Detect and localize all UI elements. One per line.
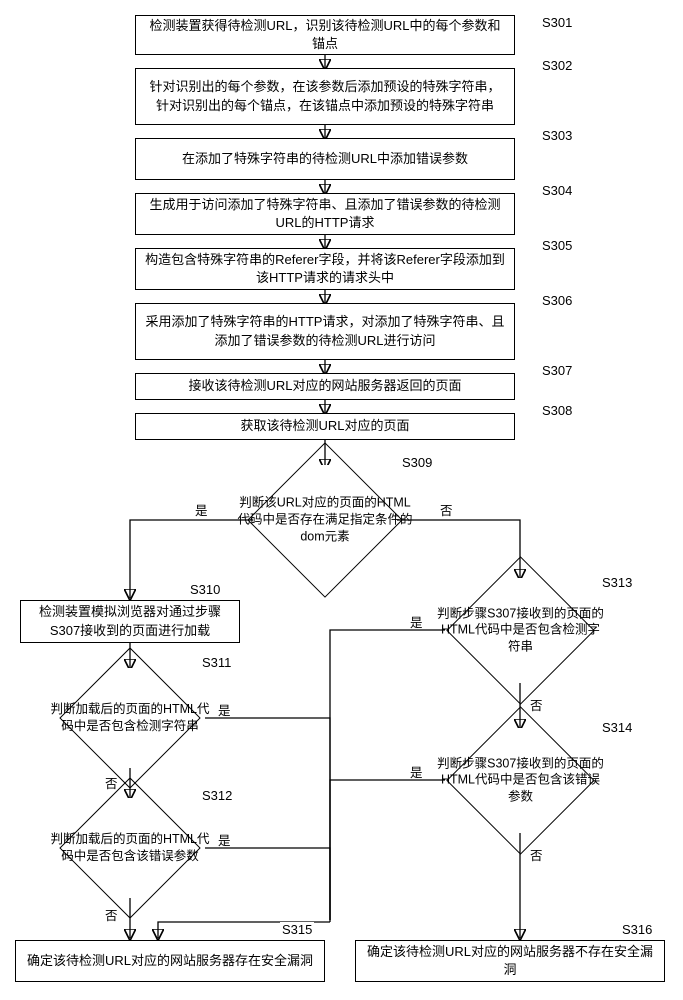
s314-no: 否 <box>530 845 543 864</box>
step-s308-text: 获取该待检测URL对应的页面 <box>240 417 409 435</box>
step-s314-text: 判断步骤S307接收到的页面的HTML代码中是否包含该错误参数 <box>437 755 605 806</box>
step-s316-label: S316 <box>620 922 654 937</box>
step-s311-diamond: 判断加载后的页面的HTML代码中是否包含检测字符串 <box>80 668 180 768</box>
step-s303-box: 在添加了特殊字符串的待检测URL中添加错误参数 <box>135 138 515 180</box>
step-s302-box: 针对识别出的每个参数，在该参数后添加预设的特殊字符串，针对识别出的每个锚点，在该… <box>135 68 515 125</box>
step-s305-text: 构造包含特殊字符串的Referer字段，并将该Referer字段添加到该HTTP… <box>144 251 506 287</box>
step-s301-label: S301 <box>540 15 574 30</box>
step-s309-label: S309 <box>400 455 434 470</box>
step-s305-label: S305 <box>540 238 574 253</box>
step-s311-text: 判断加载后的页面的HTML代码中是否包含检测字符串 <box>50 701 210 735</box>
step-s312-label: S312 <box>200 788 234 803</box>
step-s301-box: 检测装置获得待检测URL，识别该待检测URL中的每个参数和锚点 <box>135 15 515 55</box>
step-s316-box: 确定该待检测URL对应的网站服务器不存在安全漏洞 <box>355 940 665 982</box>
step-s306-text: 采用添加了特殊字符串的HTTP请求，对添加了特殊字符串、且添加了错误参数的待检测… <box>144 313 506 349</box>
step-s312-diamond: 判断加载后的页面的HTML代码中是否包含该错误参数 <box>80 798 180 898</box>
step-s309-diamond: 判断该URL对应的页面的HTML代码中是否存在满足指定条件的dom元素 <box>270 465 380 575</box>
s313-no: 否 <box>530 695 543 714</box>
step-s306-label: S306 <box>540 293 574 308</box>
step-s304-label: S304 <box>540 183 574 198</box>
step-s302-label: S302 <box>540 58 574 73</box>
step-s310-label: S310 <box>188 582 222 597</box>
step-s307-label: S307 <box>540 363 574 378</box>
step-s313-label: S313 <box>600 575 634 590</box>
step-s314-diamond: 判断步骤S307接收到的页面的HTML代码中是否包含该错误参数 <box>468 728 573 833</box>
step-s304-text: 生成用于访问添加了特殊字符串、且添加了错误参数的待检测URL的HTTP请求 <box>144 196 506 232</box>
step-s303-label: S303 <box>540 128 574 143</box>
step-s308-box: 获取该待检测URL对应的页面 <box>135 413 515 440</box>
s309-yes: 是 <box>195 500 208 519</box>
step-s316-text: 确定该待检测URL对应的网站服务器不存在安全漏洞 <box>364 943 656 979</box>
s314-yes: 是 <box>410 762 423 781</box>
step-s312-text: 判断加载后的页面的HTML代码中是否包含该错误参数 <box>50 831 210 865</box>
step-s307-text: 接收该待检测URL对应的网站服务器返回的页面 <box>188 377 461 395</box>
step-s308-label: S308 <box>540 403 574 418</box>
step-s311-label: S311 <box>200 655 233 670</box>
step-s301-text: 检测装置获得待检测URL，识别该待检测URL中的每个参数和锚点 <box>144 17 506 53</box>
step-s315-box: 确定该待检测URL对应的网站服务器存在安全漏洞 <box>15 940 325 982</box>
s313-yes: 是 <box>410 612 423 631</box>
s309-no: 否 <box>440 500 453 519</box>
step-s314-label: S314 <box>600 720 634 735</box>
s312-yes: 是 <box>218 830 231 849</box>
step-s306-box: 采用添加了特殊字符串的HTTP请求，对添加了特殊字符串、且添加了错误参数的待检测… <box>135 303 515 360</box>
step-s313-diamond: 判断步骤S307接收到的页面的HTML代码中是否包含检测字符串 <box>468 578 573 683</box>
s311-yes: 是 <box>218 700 231 719</box>
step-s313-text: 判断步骤S307接收到的页面的HTML代码中是否包含检测字符串 <box>437 605 605 656</box>
step-s309-text: 判断该URL对应的页面的HTML代码中是否存在满足指定条件的dom元素 <box>237 495 413 546</box>
step-s315-label: S315 <box>280 922 314 937</box>
s312-no: 否 <box>105 905 118 924</box>
step-s304-box: 生成用于访问添加了特殊字符串、且添加了错误参数的待检测URL的HTTP请求 <box>135 193 515 235</box>
step-s307-box: 接收该待检测URL对应的网站服务器返回的页面 <box>135 373 515 400</box>
step-s303-text: 在添加了特殊字符串的待检测URL中添加错误参数 <box>182 150 468 168</box>
step-s315-text: 确定该待检测URL对应的网站服务器存在安全漏洞 <box>27 952 313 970</box>
step-s310-box: 检测装置模拟浏览器对通过步骤S307接收到的页面进行加载 <box>20 600 240 643</box>
step-s302-text: 针对识别出的每个参数，在该参数后添加预设的特殊字符串，针对识别出的每个锚点，在该… <box>144 78 506 114</box>
step-s310-text: 检测装置模拟浏览器对通过步骤S307接收到的页面进行加载 <box>29 603 231 639</box>
s311-no: 否 <box>105 773 118 792</box>
step-s305-box: 构造包含特殊字符串的Referer字段，并将该Referer字段添加到该HTTP… <box>135 248 515 290</box>
